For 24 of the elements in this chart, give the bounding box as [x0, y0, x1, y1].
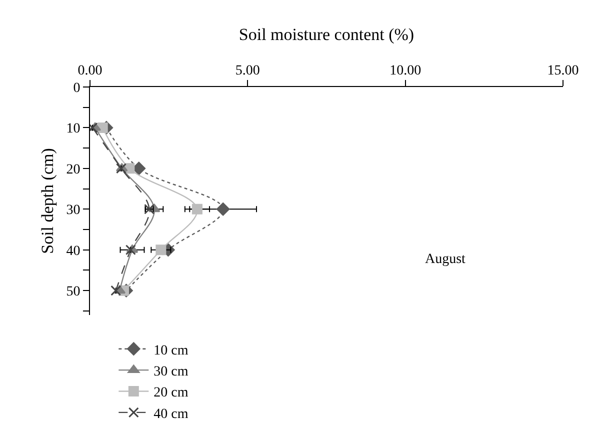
x-axis-title: Soil moisture content (%)	[238, 24, 414, 44]
x-tick-label: 15.00	[547, 63, 579, 78]
x-tick-label: 5.00	[235, 63, 260, 78]
legend-label: 10 cm	[154, 343, 188, 358]
point	[110, 285, 122, 296]
legend-label: 40 cm	[154, 406, 188, 422]
point	[192, 204, 202, 214]
x-tick-label: 0.00	[78, 63, 102, 78]
legend-label: 20 cm	[154, 386, 188, 401]
y-tick-label: 10	[66, 122, 80, 137]
y-tick-label: 30	[66, 203, 80, 218]
point	[156, 244, 166, 256]
legend-label: 30 cm	[154, 364, 188, 380]
point	[125, 244, 136, 256]
y-tick-label: 50	[66, 284, 80, 300]
y-tick-label: 20	[66, 162, 80, 178]
point	[116, 163, 126, 174]
y-tick-label: 0	[73, 80, 80, 96]
annotation: August	[425, 252, 466, 267]
y-tick-label: 40	[66, 244, 80, 259]
point	[97, 122, 108, 133]
y-axis-title: Soil depth (cm)	[38, 148, 57, 254]
x-tick-label: 10.00	[390, 63, 422, 78]
point	[216, 202, 230, 216]
